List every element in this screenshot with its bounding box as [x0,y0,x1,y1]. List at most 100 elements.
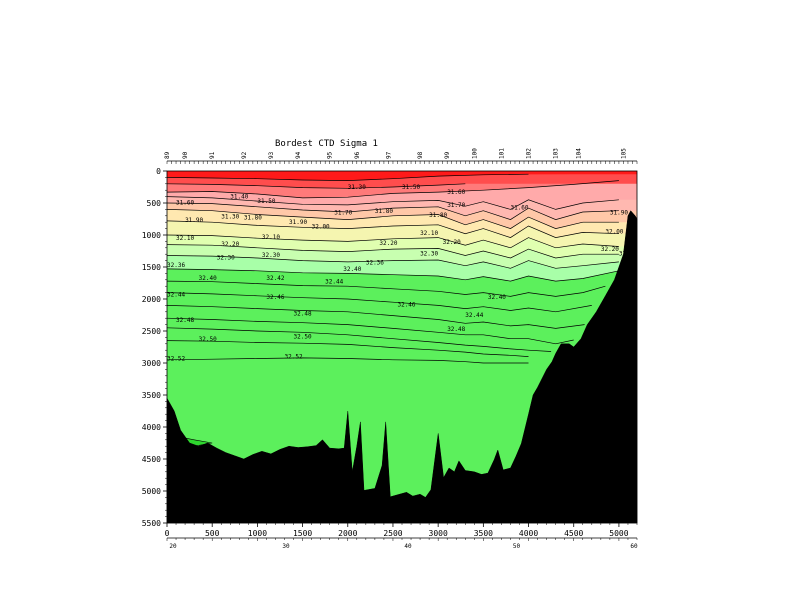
contour-32.52 [166,357,529,364]
station-label: 92 [241,151,248,159]
y-tick-label: 3000 [142,359,161,368]
contour-label: 31.70 [334,210,352,217]
contour-31.3 [166,173,529,181]
x-tick-label: 2500 [383,529,402,538]
contour-32.5 [166,340,529,357]
contour-32.4 [166,280,606,297]
contour-label: 32.36 [167,262,185,269]
chart-title: Bordest CTD Sigma 1 [275,139,378,149]
secondary-x-label: 50 [513,543,521,550]
contour-label: 32.10 [420,230,438,237]
station-label: 94 [295,151,302,159]
station-label: 93 [268,151,275,159]
contour-32.3 [166,255,619,269]
station-label: 101 [498,148,505,159]
y-tick-label: 2500 [142,327,161,336]
contour-label: 32.50 [294,334,312,341]
contour-31.8 [166,202,619,220]
contour-label: 31.60 [176,199,194,206]
station-label: 98 [417,151,424,159]
contour-label: 31.50 [257,198,275,205]
contour-label: 31.60 [447,189,465,196]
station-label: 102 [526,148,533,159]
contour-label: 32.10 [262,234,280,241]
contour-label: 32.40 [488,294,506,301]
x-tick-label: 0 [165,529,170,538]
contour-label: 32.46 [266,294,284,301]
x-tick-label: 4000 [519,529,538,538]
contour-32 [166,220,619,238]
contour-label: 32.30 [420,250,438,257]
station-label: 95 [327,151,334,159]
contour-label: 32.20 [221,241,239,248]
contour-32.48 [166,327,552,352]
contour-label: 32.44 [325,279,343,286]
contour-label: 32.46 [397,302,415,309]
contour-32.46 [166,317,574,345]
y-tick-label: 0 [156,167,161,176]
contour-label: 32.48 [176,317,194,324]
secondary-x-label: 40 [404,543,412,550]
contour-label: 32.40 [199,275,217,282]
contour-label: 32.10 [176,235,194,242]
station-label: 104 [575,148,582,159]
station-label: 105 [620,148,627,159]
y-tick-label: 1500 [142,263,161,272]
y-tick-label: 4500 [142,455,161,464]
y-tick-label: 4000 [142,423,161,432]
contour-label: 32.20 [601,246,619,253]
station-label: 100 [471,148,478,159]
y-tick-label: 3500 [142,391,161,400]
contour-label: 32.44 [167,291,185,298]
contour-label: 31.80 [375,208,393,215]
contour-32.42 [166,292,592,313]
axes: 0500100015002000250030003500400045005000… [142,148,638,550]
y-tick-label: 2000 [142,295,161,304]
contour-label: 32.44 [465,312,483,319]
contour-label: 31.90 [610,210,628,217]
contour-label: 31.30 [348,184,366,191]
contour-label: 32.52 [285,354,303,361]
contour-label: 32.52 [167,355,185,362]
x-tick-label: 5000 [609,529,628,538]
contour-label: 32.48 [294,311,312,318]
contour-label: 32.20 [443,239,461,246]
contour-32.2 [166,244,619,259]
contour-labels: 31.30 31.50 31.60 31.40 31.50 31.60 31.70 31.60… [167,184,637,363]
secondary-x-label: 60 [630,543,638,550]
station-label: 90 [182,151,189,159]
contour-label: 32.36 [366,259,384,266]
contour-label: 31.60 [510,204,528,211]
contour-32.44 [166,305,585,329]
contour-32.36 [166,268,619,282]
contour-label: 32.30 [262,252,280,259]
contour-label: 32.30 [217,254,235,261]
contour-label: 32.00 [605,229,623,236]
band-surface [167,171,637,177]
y-tick-label: 5500 [142,519,161,528]
contour-label: 32.42 [266,275,284,282]
contour-label: 32.00 [312,224,330,231]
contour-label: 31.90 [289,219,307,226]
secondary-x-label: 30 [282,543,290,550]
x-tick-label: 4500 [564,529,583,538]
y-tick-label: 500 [147,199,162,208]
station-label: 91 [209,151,216,159]
contour-label: 32.48 [447,326,465,333]
station-label: 96 [354,151,361,159]
x-tick-label: 3000 [429,529,448,538]
station-label: 99 [444,151,451,159]
contour-31.9 [166,209,619,229]
station-label: 103 [553,148,560,159]
contour-label: 31.80 [429,212,447,219]
contour-32.1 [166,234,619,249]
contour-label: 31.40 [230,194,248,201]
contour-label: 31.70 [447,202,465,209]
contour-31.6 [166,180,619,199]
y-tick-label: 5000 [142,487,161,496]
x-tick-label: 500 [205,529,220,538]
contour-31.7 [166,196,619,210]
contour-label: 31.90 [185,217,203,224]
contour-label: 31.30 [221,213,239,220]
